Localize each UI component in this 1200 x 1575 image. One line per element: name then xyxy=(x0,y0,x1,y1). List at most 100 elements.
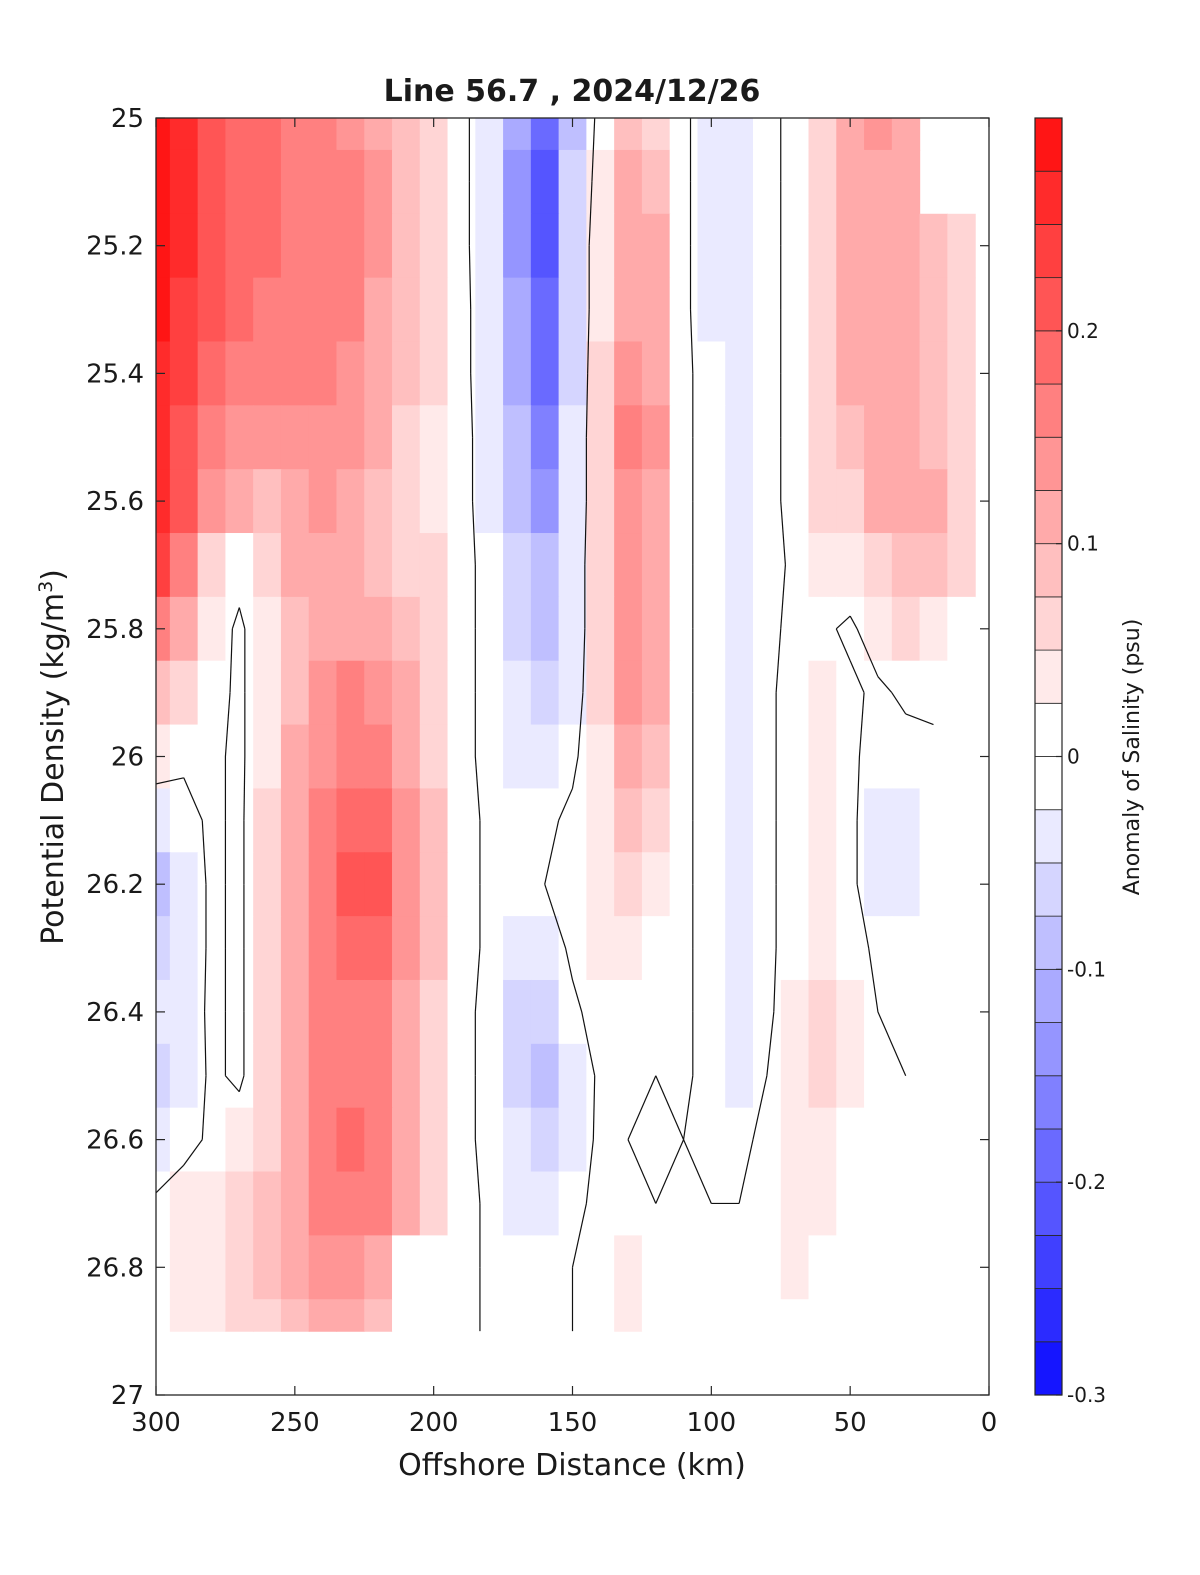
colorbar-ticks: -0.3 -0.2 -0.1 0 0.1 0.2 xyxy=(1056,319,1106,1407)
heatmap-cell xyxy=(697,724,726,790)
heatmap-cell xyxy=(447,596,476,662)
heatmap-cell xyxy=(392,1043,421,1109)
contour-segment xyxy=(243,756,246,821)
heatmap-cell xyxy=(156,118,171,151)
heatmap-cell xyxy=(336,341,365,406)
contour-segment xyxy=(849,660,865,693)
heatmap-cell xyxy=(419,788,449,853)
heatmap-cell xyxy=(197,724,227,790)
heatmap-cell xyxy=(780,277,810,343)
heatmap-cell xyxy=(669,1043,699,1109)
heatmap-cell xyxy=(197,596,227,662)
heatmap-cell xyxy=(669,788,699,853)
heatmap-cell xyxy=(919,596,948,662)
heatmap-cell xyxy=(392,979,421,1045)
heatmap-cell xyxy=(392,277,421,343)
heatmap-cell xyxy=(697,1235,726,1300)
heatmap-cell xyxy=(225,341,254,406)
heatmap-cell xyxy=(669,660,699,726)
heatmap-cell xyxy=(752,469,782,534)
heatmap-cell xyxy=(392,1235,421,1300)
contour-segment xyxy=(858,692,865,757)
heatmap-cell xyxy=(530,596,560,662)
heatmap-cell xyxy=(808,118,837,151)
heatmap-cell xyxy=(530,1171,560,1236)
colorbar-tick-label: -0.2 xyxy=(1067,1170,1106,1194)
y-tick-label: 27 xyxy=(111,1381,144,1411)
heatmap-cell xyxy=(447,405,476,470)
heatmap-cell xyxy=(558,1043,587,1109)
heatmap-cell xyxy=(891,852,921,917)
heatmap-cell xyxy=(197,533,227,598)
colorbar-segment xyxy=(1034,1022,1063,1077)
heatmap-cell xyxy=(558,660,587,726)
contour-segment xyxy=(835,615,851,630)
y-axis-label-close: ) xyxy=(36,569,71,581)
heatmap-cell xyxy=(947,277,976,343)
x-tick-label: 250 xyxy=(270,1408,320,1438)
heatmap-cell xyxy=(253,405,282,470)
heatmap-cell xyxy=(364,149,393,215)
contour-segment xyxy=(156,1164,185,1194)
heatmap-cell xyxy=(697,916,726,981)
heatmap-cell xyxy=(891,533,921,598)
heatmap-cell xyxy=(836,788,865,853)
heatmap-cell xyxy=(447,1043,476,1109)
heatmap-cell xyxy=(419,1235,449,1300)
heatmap-cell xyxy=(156,149,171,215)
heatmap-cell xyxy=(614,724,643,790)
heatmap-cell xyxy=(280,1171,310,1236)
heatmap-cell xyxy=(641,277,671,343)
heatmap-cell xyxy=(614,1299,643,1332)
heatmap-cell xyxy=(641,213,671,279)
heatmap-cell xyxy=(725,118,754,151)
heatmap-cell xyxy=(697,277,726,343)
heatmap-cell xyxy=(392,1171,421,1236)
contour-segment xyxy=(201,1075,207,1140)
heatmap-cell xyxy=(919,724,948,790)
heatmap-cell xyxy=(641,1235,671,1300)
heatmap-cell xyxy=(392,213,421,279)
heatmap-cell xyxy=(752,1235,782,1300)
heatmap-cell xyxy=(558,213,587,279)
contour-segment xyxy=(231,607,240,629)
heatmap-cell xyxy=(280,660,310,726)
heatmap-cell xyxy=(280,469,310,534)
heatmap-cell xyxy=(308,1235,338,1300)
contour-segment xyxy=(544,820,560,885)
heatmap-cell xyxy=(225,596,254,662)
heatmap-cell xyxy=(419,533,449,598)
heatmap-cell xyxy=(725,149,754,215)
heatmap-cell xyxy=(225,916,254,981)
heatmap-cell xyxy=(280,1043,310,1109)
heatmap-cell xyxy=(503,277,532,343)
heatmap-cell xyxy=(697,788,726,853)
heatmap-cell xyxy=(447,1171,476,1236)
heatmap-cell xyxy=(697,852,726,917)
heatmap-cell xyxy=(836,1171,865,1236)
heatmap-cell xyxy=(364,724,393,790)
heatmap-cell xyxy=(169,1171,199,1236)
heatmap-cell xyxy=(447,660,476,726)
heatmap-cell xyxy=(641,469,671,534)
heatmap-cell xyxy=(169,596,199,662)
heatmap-cell xyxy=(808,533,837,598)
contour-segment xyxy=(238,607,246,629)
heatmap-cell xyxy=(725,277,754,343)
heatmap-cell xyxy=(503,916,532,981)
heatmap-cell xyxy=(253,1299,282,1332)
heatmap-cell xyxy=(808,660,837,726)
y-tick-label: 26.6 xyxy=(86,1126,144,1156)
heatmap-cell xyxy=(156,660,171,726)
heatmap-cell xyxy=(725,852,754,917)
heatmap-cell xyxy=(891,469,921,534)
heatmap-cell xyxy=(558,149,587,215)
heatmap-cell xyxy=(780,405,810,470)
heatmap-cell xyxy=(308,1107,338,1173)
heatmap-cell xyxy=(419,1299,449,1332)
heatmap-cell xyxy=(169,1107,199,1173)
heatmap-cell xyxy=(156,1171,171,1236)
heatmap-cell xyxy=(891,788,921,853)
heatmap-cell xyxy=(530,1043,560,1109)
